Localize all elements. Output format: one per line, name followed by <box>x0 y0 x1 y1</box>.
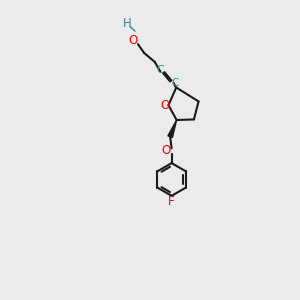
Text: F: F <box>168 194 175 208</box>
Text: C: C <box>171 78 179 88</box>
Text: O: O <box>128 34 137 47</box>
Text: C: C <box>156 65 163 75</box>
Text: O: O <box>160 99 170 112</box>
Text: O: O <box>161 144 171 157</box>
Text: H: H <box>123 17 132 30</box>
Polygon shape <box>168 120 177 138</box>
